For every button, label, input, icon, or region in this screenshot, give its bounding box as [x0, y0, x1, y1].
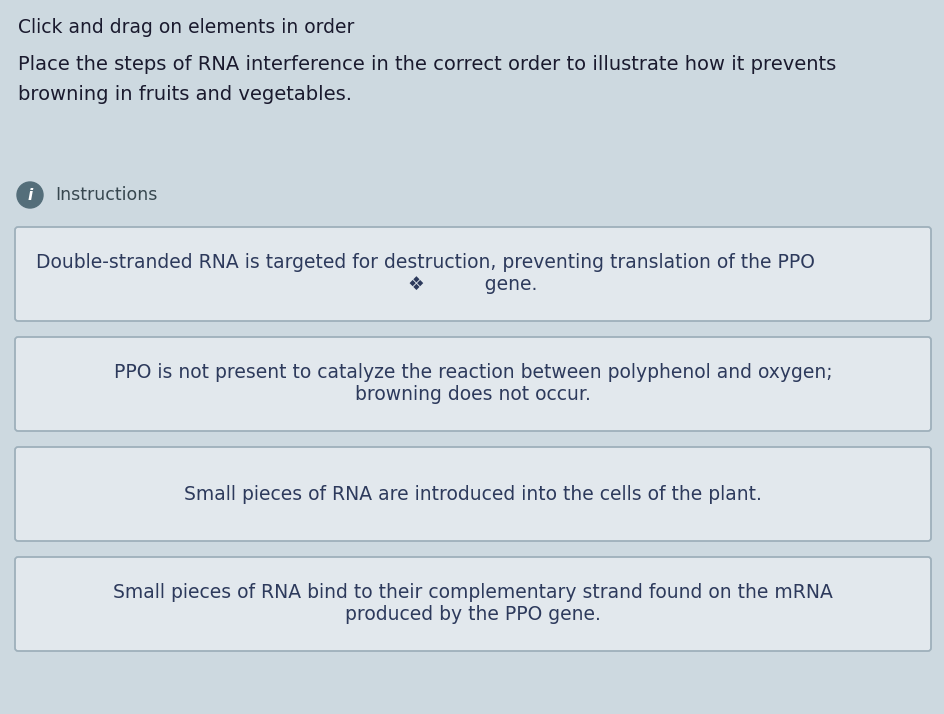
Text: browning does not occur.: browning does not occur.: [355, 386, 590, 405]
Text: Place the steps of RNA interference in the correct order to illustrate how it pr: Place the steps of RNA interference in t…: [18, 55, 835, 74]
Circle shape: [17, 182, 43, 208]
Text: Small pieces of RNA are introduced into the cells of the plant.: Small pieces of RNA are introduced into …: [184, 485, 761, 503]
FancyBboxPatch shape: [15, 557, 930, 651]
Text: i: i: [27, 188, 33, 203]
Text: browning in fruits and vegetables.: browning in fruits and vegetables.: [18, 85, 351, 104]
FancyBboxPatch shape: [15, 337, 930, 431]
Text: Instructions: Instructions: [55, 186, 158, 204]
Text: Small pieces of RNA bind to their complementary strand found on the mRNA: Small pieces of RNA bind to their comple…: [113, 583, 832, 603]
Text: Double-stranded RNA is targeted for destruction, preventing translation of the P: Double-stranded RNA is targeted for dest…: [36, 253, 814, 273]
Text: PPO is not present to catalyze the reaction between polyphenol and oxygen;: PPO is not present to catalyze the react…: [113, 363, 832, 383]
FancyBboxPatch shape: [15, 227, 930, 321]
Text: produced by the PPO gene.: produced by the PPO gene.: [345, 605, 600, 625]
Text: Click and drag on elements in order: Click and drag on elements in order: [18, 18, 354, 37]
Text: ❖          gene.: ❖ gene.: [408, 276, 537, 294]
FancyBboxPatch shape: [15, 447, 930, 541]
